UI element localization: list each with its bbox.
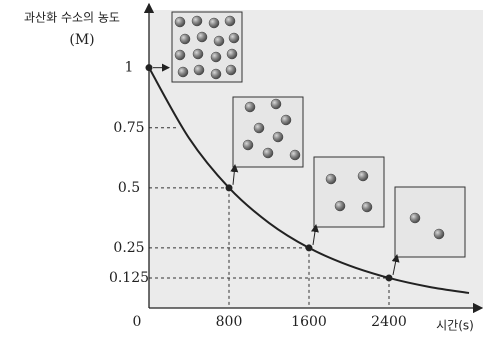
molecule: [280, 114, 292, 126]
layer: 0 0.125 0.25 0.5 0.75 1 800 1600 2400: [109, 2, 483, 330]
molecule: [357, 170, 369, 182]
x-tick-label: 2400: [371, 314, 407, 330]
x-tick-label: 800: [216, 314, 243, 330]
molecule: [192, 48, 204, 60]
molecule: [270, 98, 282, 110]
illustration-box: [313, 156, 385, 228]
x-axis-label: 시간(s): [436, 319, 474, 333]
molecule: [334, 200, 346, 212]
molecule: [226, 48, 238, 60]
molecule: [228, 32, 240, 44]
y-axis-label-unit: (M): [69, 32, 94, 48]
molecule: [244, 101, 256, 113]
molecule: [177, 66, 189, 78]
molecule: [174, 16, 186, 28]
molecule: [174, 49, 186, 61]
molecule: [213, 35, 225, 47]
y-tick-label: 0: [133, 314, 142, 330]
y-tick-label: 0.125: [109, 270, 149, 286]
molecule: [361, 201, 373, 213]
molecule: [179, 33, 191, 45]
molecule: [210, 51, 222, 63]
molecule: [409, 212, 421, 224]
molecule: [289, 149, 301, 161]
molecule: [325, 173, 337, 185]
molecule: [272, 131, 284, 143]
data-point: [145, 64, 153, 72]
illustration-box: [394, 186, 466, 258]
arrow: [391, 254, 400, 276]
arrow: [311, 224, 319, 245]
molecule: [225, 64, 237, 76]
y-axis-label: 과산화 수소의 농도: [24, 11, 120, 25]
y-tick-label: 0.75: [113, 120, 144, 136]
molecule: [262, 147, 274, 159]
molecule: [433, 228, 445, 240]
data-point: [385, 274, 393, 282]
data-point: [225, 184, 233, 192]
arrow: [230, 164, 239, 185]
y-tick-label: 1: [125, 60, 134, 76]
molecule: [210, 68, 222, 80]
molecule: [253, 122, 265, 134]
molecule: [193, 64, 205, 76]
molecule: [191, 15, 203, 27]
data-point: [305, 244, 313, 252]
y-tick-label: 0.25: [113, 240, 144, 256]
x-tick-label: 1600: [291, 314, 327, 330]
y-tick-label: 0.5: [118, 180, 140, 196]
molecule: [242, 139, 254, 151]
molecule: [196, 31, 208, 43]
molecule: [224, 15, 236, 27]
molecule: [208, 17, 220, 29]
